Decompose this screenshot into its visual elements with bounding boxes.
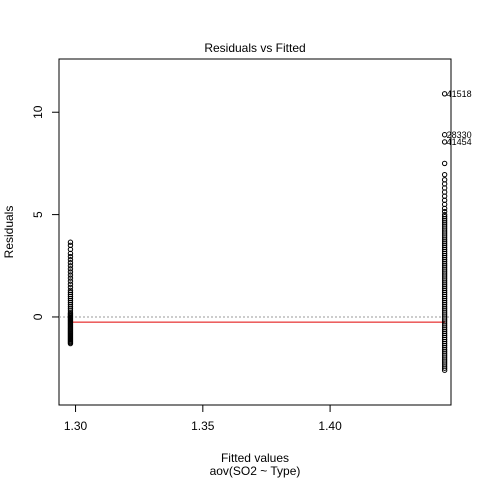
residual-point (67, 269, 74, 275)
residual-point (441, 171, 448, 178)
residual-point (441, 177, 448, 183)
residual-point (441, 160, 448, 167)
reference-lines (59, 316, 451, 323)
y-axis-label: Residuals (2, 206, 16, 259)
residual-point (441, 208, 448, 215)
residual-point (67, 242, 74, 249)
chart-title: Residuals vs Fitted (204, 41, 305, 55)
residual-point (67, 260, 74, 266)
x-tick-label: 1.35 (191, 419, 215, 433)
residual-point (67, 253, 74, 260)
y-tick-label: 10 (31, 105, 45, 119)
residual-point (441, 91, 448, 97)
residual-point (67, 284, 74, 290)
residual-point (441, 132, 448, 138)
x-tick-label: 1.40 (318, 419, 342, 433)
y-tick-label: 5 (31, 211, 45, 218)
y-tick-label: 0 (31, 313, 45, 320)
x-tick-label: 1.30 (64, 419, 88, 433)
residual-point (67, 263, 74, 269)
residual-point (67, 278, 74, 284)
data-points (67, 91, 448, 373)
residual-point (441, 213, 448, 220)
outlier-label: 28330 (447, 130, 472, 140)
outlier-label: 41518 (447, 89, 472, 99)
axes: 1.30 1.35 1.40 0 5 10 (31, 105, 342, 433)
residual-point (67, 287, 74, 294)
residual-point (441, 211, 448, 218)
x-axis-label: Fitted values (221, 451, 289, 465)
residual-point (67, 275, 74, 281)
outlier-label: 41454 (447, 137, 472, 147)
residual-point (441, 139, 448, 145)
x-axis-sublabel: aov(SO2 ~ Type) (210, 464, 301, 478)
residual-point (67, 281, 74, 287)
residual-point (67, 239, 74, 245)
plot-area-frame (58, 58, 452, 406)
residual-point (67, 256, 74, 263)
residual-point (67, 289, 74, 296)
residual-point (67, 266, 74, 272)
residual-point (67, 272, 74, 278)
